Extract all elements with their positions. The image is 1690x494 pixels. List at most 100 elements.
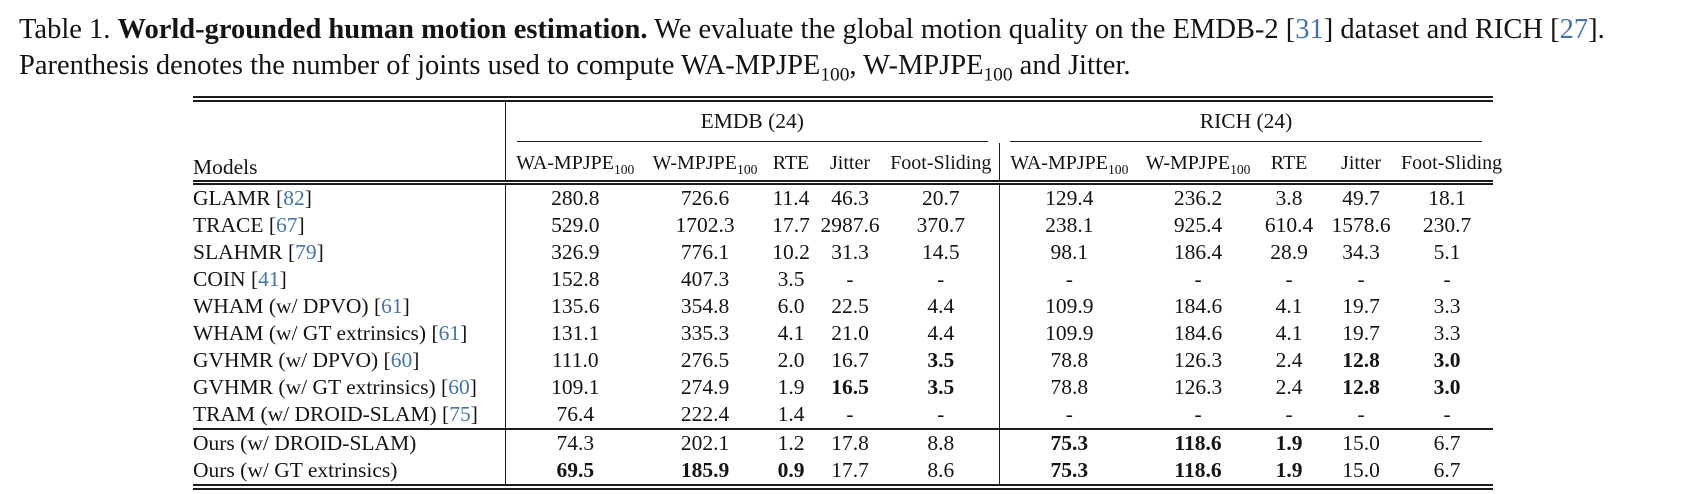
table-row: GVHMR (w/ GT extrinsics) [60] 109.1 274.9 1… — [193, 374, 1493, 401]
caption-text-segment: Parenthesis denotes the number of joints… — [19, 49, 821, 81]
cite-link[interactable]: 31 — [1295, 14, 1324, 45]
data-cell: 129.4 — [999, 183, 1139, 213]
column-header-metric: RTE — [765, 143, 817, 183]
metric-value: 118.6 — [1174, 458, 1222, 482]
column-header-models: Models — [193, 99, 506, 183]
metric-value: 726.6 — [680, 186, 730, 210]
model-name: WHAM (w/ DPVO) — [193, 294, 369, 318]
data-cell: 202.1 — [645, 428, 765, 457]
metric-value: 4.1 — [1275, 294, 1303, 318]
metric-value: 2.0 — [777, 348, 805, 372]
cite-link[interactable]: 61 — [438, 321, 461, 345]
caption-text-segment: Table 1. — [19, 14, 118, 45]
table-row: WHAM (w/ DPVO) [61] 135.6 354.8 6.0 22.5 4.4 1… — [193, 293, 1493, 320]
model-label: GLAMR [82] — [193, 182, 506, 212]
model-label: Ours (w/ GT extrinsics) — [193, 457, 506, 487]
data-cell: 6.7 — [1401, 457, 1493, 487]
data-cell: 3.0 — [1401, 374, 1493, 401]
cite-link[interactable]: 79 — [295, 240, 317, 264]
data-cell: 118.6 — [1139, 428, 1258, 457]
metric-value: 6.7 — [1433, 431, 1461, 455]
caption-line-2: Parenthesis denotes the number of joints… — [19, 48, 1605, 85]
metric-value: 1578.6 — [1331, 213, 1391, 237]
data-cell: 98.1 — [999, 239, 1139, 266]
metric-value: 370.7 — [916, 213, 965, 237]
metric-value: 129.4 — [1045, 186, 1094, 210]
cite-link[interactable]: 60 — [390, 348, 413, 372]
cite-link[interactable]: 61 — [381, 294, 403, 318]
metric-value: 76.4 — [556, 402, 595, 426]
data-cell: 3.5 — [765, 266, 817, 293]
metric-value: 185.9 — [680, 458, 730, 482]
data-cell: 236.2 — [1139, 183, 1257, 213]
metric-value: 126.3 — [1173, 375, 1223, 399]
metric-value: 776.1 — [680, 240, 730, 264]
metric-value: 4.4 — [927, 294, 955, 318]
metric-value: 49.7 — [1342, 186, 1380, 210]
data-cell: - — [1401, 401, 1493, 429]
data-cell: - — [817, 266, 883, 293]
metric-value: - — [1443, 402, 1451, 426]
metric-value: 75.3 — [1050, 458, 1089, 482]
metric-name: RTE — [1270, 152, 1308, 174]
metric-value: 5.1 — [1433, 240, 1461, 264]
metric-name: WA-MPJPE — [1010, 152, 1108, 174]
metric-value: 1702.3 — [675, 213, 735, 237]
metric-value: 78.8 — [1050, 348, 1089, 372]
data-cell: 17.7 — [765, 212, 817, 239]
caption-text-segment: World-grounded human motion estimation. — [117, 14, 648, 45]
metric-value: 75.3 — [1050, 431, 1089, 455]
data-cell: 109.1 — [505, 374, 645, 401]
data-cell: 109.9 — [999, 293, 1139, 320]
cite-link[interactable]: 27 — [1559, 14, 1589, 45]
data-cell: 4.1 — [1257, 293, 1321, 320]
metric-value: 610.4 — [1264, 213, 1314, 237]
metric-value: 16.5 — [831, 375, 869, 399]
cite-link[interactable]: 82 — [283, 186, 305, 210]
data-cell: 1.4 — [765, 401, 817, 429]
metric-value: 17.7 — [772, 213, 810, 237]
metric-value: - — [1065, 267, 1073, 291]
data-cell: 6.7 — [1401, 428, 1494, 457]
metric-value: 118.6 — [1174, 431, 1222, 455]
model-label: GVHMR (w/ DPVO) [60] — [193, 347, 506, 374]
metric-header-row: WA-MPJPE100 W-MPJPE100 RTE Jitter Foot-Slidi… — [193, 143, 1502, 183]
metric-value: 31.3 — [831, 240, 869, 264]
data-cell: - — [999, 401, 1139, 429]
metric-value: 12.8 — [1342, 348, 1380, 372]
data-cell: - — [1401, 266, 1493, 293]
cite-link[interactable]: 75 — [449, 402, 471, 426]
cite-link[interactable]: 60 — [448, 375, 470, 399]
table-row: TRAM (w/ DROID-SLAM) [75] 76.4 222.4 1.4 - - -… — [193, 401, 1493, 429]
data-cell: 370.7 — [883, 212, 1000, 239]
metric-value: 3.0 — [1433, 348, 1461, 372]
metric-value: 238.1 — [1045, 213, 1094, 237]
metric-value: 3.5 — [927, 348, 955, 372]
group-header-rich-label: RICH (24) — [1010, 102, 1483, 142]
table-row: GVHMR (w/ DPVO) [60] 111.0 276.5 2.0 16.7 3.5… — [193, 347, 1493, 374]
data-cell: 184.6 — [1139, 320, 1257, 347]
data-cell: 185.9 — [645, 457, 765, 487]
metric-value: 3.0 — [1433, 375, 1461, 399]
metric-value: - — [1285, 402, 1293, 426]
data-cell: 10.2 — [765, 239, 817, 266]
data-cell: - — [999, 266, 1139, 293]
group-header-row: Models EMDB (24) RICH (24) — [193, 99, 1493, 183]
metric-value: 2.4 — [1275, 348, 1303, 372]
data-cell: 776.1 — [645, 239, 765, 266]
metric-value: 152.8 — [551, 267, 600, 291]
metric-value: 19.7 — [1342, 294, 1380, 318]
data-cell: 3.0 — [1401, 347, 1493, 374]
model-label: TRACE [67] — [193, 212, 506, 239]
data-cell: 326.9 — [505, 239, 645, 266]
cite-link[interactable]: 41 — [258, 267, 280, 291]
data-cell: 111.0 — [505, 347, 645, 374]
metric-value: 1.9 — [1275, 458, 1303, 482]
model-name: SLAHMR — [193, 240, 283, 264]
model-label: COIN [41] — [193, 266, 506, 293]
data-cell: 4.1 — [1257, 320, 1321, 347]
data-cell: 276.5 — [645, 347, 765, 374]
cite-link[interactable]: 67 — [276, 213, 298, 237]
data-cell: 75.3 — [999, 457, 1139, 487]
